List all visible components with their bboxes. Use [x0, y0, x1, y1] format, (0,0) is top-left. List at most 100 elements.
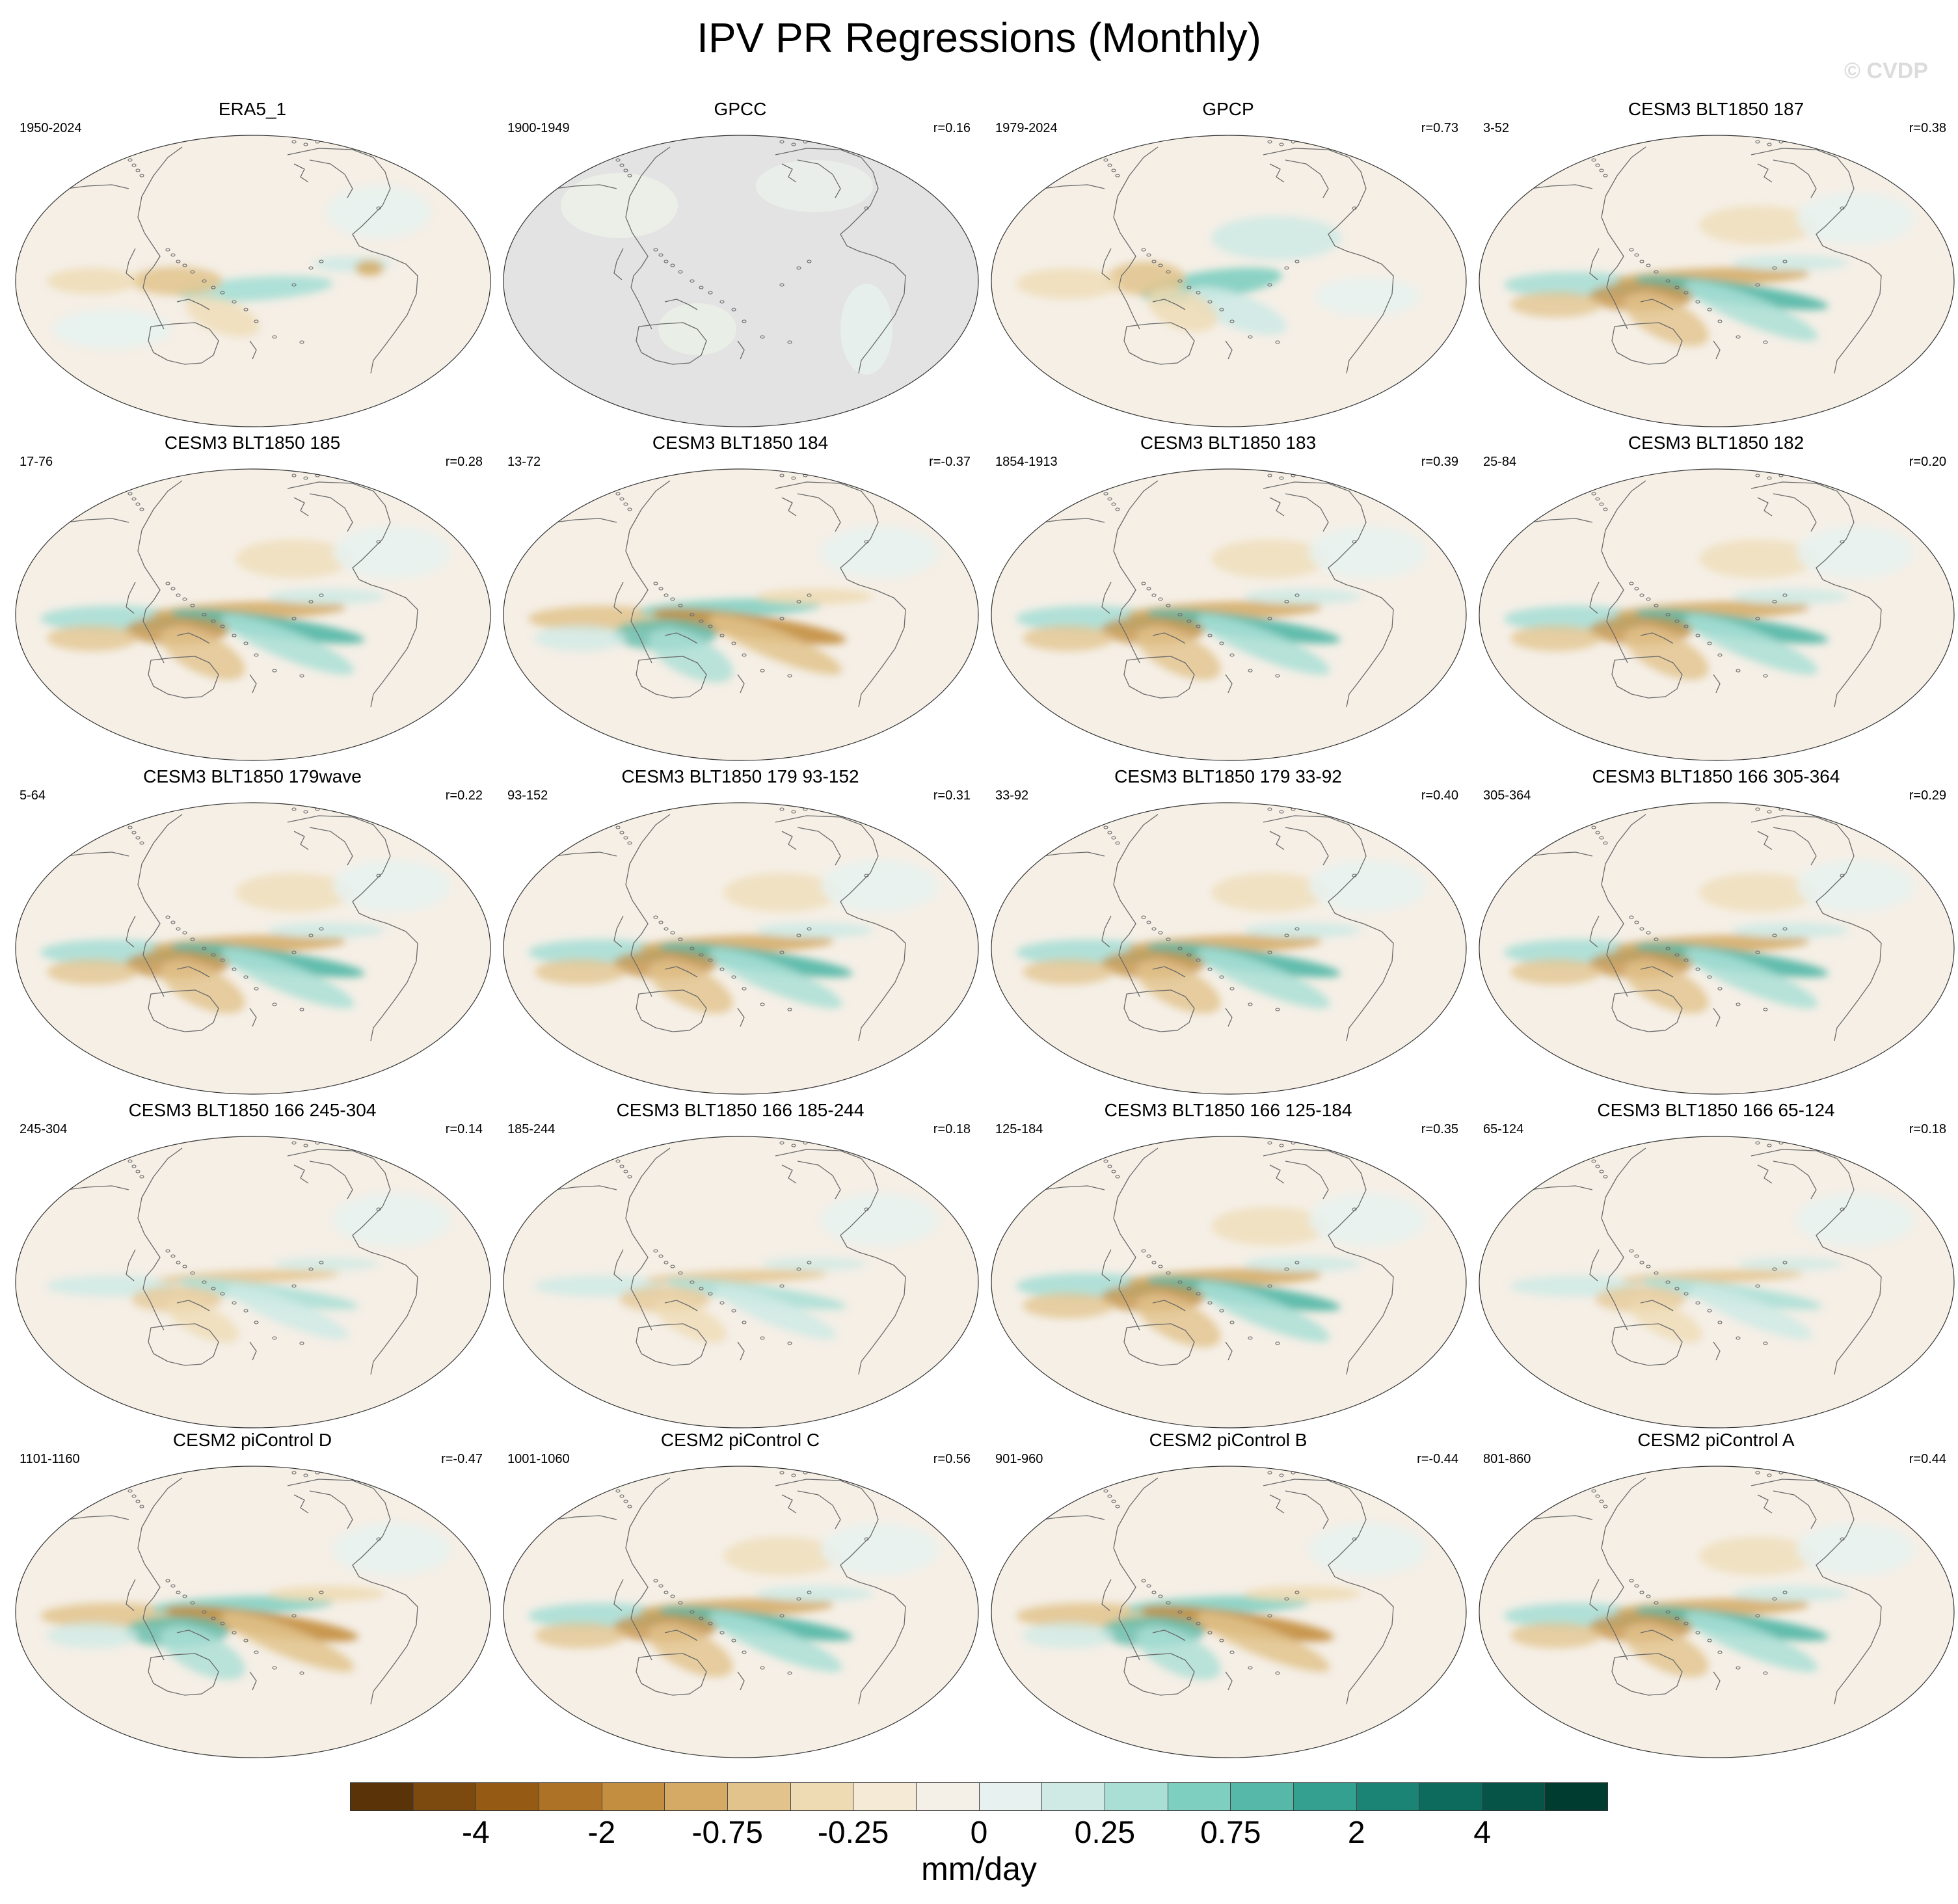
colorbar-tick-label: 4 [1473, 1816, 1491, 1850]
panel-period: 65-124 [1483, 1122, 1524, 1136]
anomaly-blob [1211, 539, 1328, 578]
anomaly-blob [1136, 961, 1221, 1014]
panel-period: 13-72 [507, 455, 541, 469]
anomaly-blob [47, 1622, 138, 1648]
anomaly-blob [1797, 860, 1914, 912]
colorbar-box [1105, 1783, 1168, 1810]
anomaly-blob [1630, 1299, 1703, 1343]
page-title: IPV PR Regressions (Monthly) [697, 14, 1261, 61]
colorbar-box [351, 1783, 414, 1810]
panel-correlation: r=-0.37 [929, 455, 971, 469]
anomaly-blob [161, 627, 245, 680]
map-plot [15, 135, 491, 427]
panel-period: 17-76 [20, 455, 53, 469]
anomaly-blob [1315, 277, 1419, 316]
colorbar-tick-label: -2 [587, 1816, 616, 1850]
panel-title: CESM3 BLT1850 183 [1140, 433, 1317, 453]
anomaly-blob [1510, 959, 1602, 985]
map-plot [991, 802, 1467, 1095]
anomaly-blob [268, 922, 385, 938]
colorbar-box [665, 1783, 728, 1810]
anomaly-blob [1023, 959, 1114, 985]
anomaly-field [518, 1471, 938, 1705]
anomaly-blob [756, 589, 873, 604]
anomaly-blob [1797, 526, 1914, 578]
map-plot [503, 468, 979, 761]
panel-title: CESM3 BLT1850 166 185-244 [616, 1100, 865, 1120]
panel-title: CESM3 BLT1850 179 93-152 [621, 766, 859, 786]
panel-correlation: r=0.18 [933, 1122, 971, 1136]
map-plot [1479, 1136, 1955, 1428]
anomaly-blob [1510, 625, 1602, 651]
anomaly-blob [1738, 1257, 1842, 1270]
anomaly-blob [1211, 1207, 1328, 1246]
panel-title: CESM3 BLT1850 166 65-124 [1597, 1100, 1835, 1120]
anomaly-blob [53, 310, 170, 349]
anomaly-blob [1309, 526, 1426, 578]
colorbar-box [727, 1783, 791, 1810]
panel-correlation: r=0.40 [1421, 788, 1458, 803]
anomaly-blob [1732, 1586, 1849, 1602]
anomaly-blob [1309, 1194, 1426, 1246]
map-panel: CESM3 BLT1850 166 245-304 245-304 r=0.14 [9, 1099, 496, 1430]
panel-title: CESM3 BLT1850 166 305-364 [1592, 766, 1840, 786]
map-border [503, 135, 979, 427]
panel-period: 1900-1949 [507, 121, 570, 135]
map-plot [503, 1466, 979, 1758]
map-panel: CESM3 BLT1850 166 65-124 65-124 r=0.18 [1473, 1099, 1958, 1430]
map-plot [15, 468, 491, 761]
anomaly-blob [1684, 1612, 1818, 1672]
anomaly-field [31, 140, 431, 374]
coastlines [1006, 807, 1394, 1041]
anomaly-blob [1136, 627, 1221, 680]
colorbar-box [1482, 1783, 1546, 1810]
panel-period: 801-860 [1483, 1452, 1531, 1466]
map-panel: CESM3 BLT1850 185 17-76 r=0.28 [9, 431, 496, 763]
map-border [503, 802, 979, 1095]
map-plot [991, 135, 1467, 427]
map-border [1479, 1466, 1955, 1758]
anomaly-field [1006, 1471, 1426, 1705]
anomaly-blob [1147, 287, 1218, 332]
anomaly-blob [649, 961, 733, 1014]
anomaly-blob [1023, 1622, 1114, 1648]
anomaly-blob [131, 267, 222, 295]
panel-title: CESM3 BLT1850 182 [1628, 433, 1804, 453]
panel-correlation: r=0.73 [1421, 121, 1458, 135]
panel-correlation: r=0.56 [933, 1452, 971, 1466]
anomaly-field [31, 474, 450, 708]
anomaly-blob [821, 1194, 938, 1246]
panel-title: CESM2 piControl C [660, 1430, 820, 1450]
anomaly-blob [47, 268, 138, 294]
anomaly-blob [1309, 860, 1426, 912]
anomaly-blob [1684, 281, 1818, 341]
anomaly-field [518, 1141, 938, 1375]
coastlines [31, 474, 418, 708]
anomaly-blob [268, 589, 385, 604]
anomaly-blob [1016, 268, 1120, 299]
map-border [991, 468, 1467, 761]
anomaly-blob [1023, 625, 1114, 651]
map-border [1479, 468, 1955, 761]
colorbar-box [853, 1783, 917, 1810]
panel-title: GPCC [714, 99, 767, 119]
map-border [15, 1466, 491, 1758]
map-panel: CESM3 BLT1850 182 25-84 r=0.20 [1473, 431, 1958, 763]
panel-title: CESM3 BLT1850 184 [652, 433, 829, 453]
colorbar-box [602, 1783, 665, 1810]
anomaly-blob [723, 873, 840, 912]
anomaly-blob [1684, 948, 1818, 1008]
anomaly-blob [333, 526, 450, 578]
anomaly-blob [1624, 627, 1709, 680]
map-border [15, 468, 491, 761]
colorbar [350, 1782, 1608, 1811]
panel-period: 901-960 [995, 1452, 1043, 1466]
anomaly-blob [1699, 539, 1816, 578]
panel-correlation: r=0.28 [445, 455, 483, 469]
anomaly-blob [649, 1624, 733, 1678]
anomaly-blob [1244, 1256, 1361, 1272]
land-field [840, 284, 892, 375]
map-border [1479, 135, 1955, 427]
anomaly-blob [221, 615, 355, 675]
land-field [561, 173, 678, 238]
